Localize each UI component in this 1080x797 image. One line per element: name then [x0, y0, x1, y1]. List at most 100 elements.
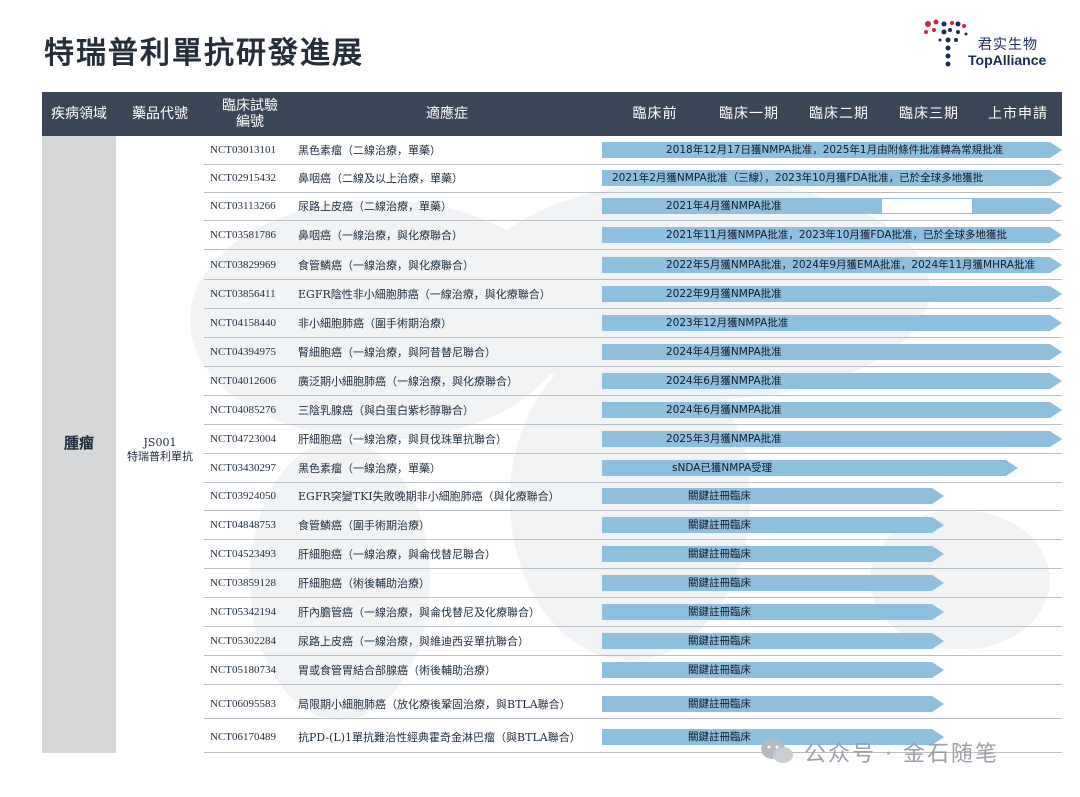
table-row: NCT03924050 EGFR突變TKI失敗晚期非小細胞肺癌（與化療聯合） 關鍵註… [204, 482, 1062, 511]
table-row: NCT05342194 肝內膽管癌（一線治療，與侖伐替尼及化療聯合） 關鍵註冊臨床 [204, 598, 1062, 627]
row-divider [204, 597, 1062, 598]
logo-cn-text: 君实生物 [978, 37, 1038, 53]
status-text: 2024年4月獲NMPA批准 [666, 346, 782, 358]
header-phase-3: 臨床三期 [899, 106, 959, 122]
status-text: 2025年3月獲NMPA批准 [666, 433, 782, 445]
disease-area-cell: 腫瘤 [42, 136, 116, 753]
indication: 三陰乳腺癌（與白蛋白紫杉醇聯合） [298, 404, 474, 417]
trial-number: NCT04394975 [210, 346, 276, 358]
progress-bar [602, 488, 944, 504]
progress-bar [602, 517, 944, 533]
status-text: 關鍵註冊臨床 [688, 490, 751, 502]
bar-gap [882, 199, 972, 213]
status-text: 2021年4月獲NMPA批准 [666, 200, 782, 212]
table-header: 疾病領域 藥品代號 臨床試驗 編號 適應症 臨床前 臨床一期 臨床二期 臨床三期… [42, 92, 1062, 136]
indication: 局限期小細胞肺癌（放化療後鞏固治療，與BTLA聯合） [298, 698, 571, 711]
indication: EGFR陰性非小細胞肺癌（一線治療，與化療聯合） [298, 288, 551, 301]
row-divider [204, 337, 1062, 338]
table-row: NCT04158440 非小細胞肺癌（圍手術期治療） 2023年12月獲NMPA批准 [204, 309, 1062, 338]
status-text: 關鍵註冊臨床 [688, 606, 751, 618]
indication: 食管鱗癌（一線治療，與化療聯合） [298, 259, 474, 272]
table-row: NCT02915432 鼻咽癌（二線及以上治療，單藥） 2021年2月獲NMPA批准… [204, 164, 1062, 193]
indication: 食管鱗癌（圍手術期治療） [298, 519, 430, 532]
progress-bar [602, 344, 1062, 360]
progress-bar [602, 373, 1062, 389]
header-area: 疾病領域 [51, 106, 107, 122]
status-text: 2024年6月獲NMPA批准 [666, 375, 782, 387]
progress-bar [602, 257, 1062, 273]
header-trial: 臨床試驗 編號 [204, 92, 296, 136]
table-row: NCT04848753 食管鱗癌（圍手術期治療） 關鍵註冊臨床 [204, 511, 1062, 540]
status-text: 關鍵註冊臨床 [688, 731, 751, 743]
trial-number: NCT06095583 [210, 698, 276, 710]
trial-number: NCT06170489 [210, 731, 276, 743]
table-row: NCT06095583 局限期小細胞肺癌（放化療後鞏固治療，與BTLA聯合） 關鍵註… [204, 690, 1062, 719]
row-divider [204, 395, 1062, 396]
row-divider [204, 424, 1062, 425]
status-text: 2024年6月獲NMPA批准 [666, 404, 782, 416]
status-text: 關鍵註冊臨床 [688, 635, 751, 647]
progress-bar [602, 402, 1062, 418]
trial-number: NCT03829969 [210, 259, 276, 271]
trial-number: NCT03859128 [210, 577, 276, 589]
indication: 肝細胞癌（一線治療，與貝伐珠單抗聯合） [298, 433, 507, 446]
row-divider [204, 249, 1062, 250]
header-phase-filing: 上市申請 [988, 106, 1048, 122]
row-divider [204, 308, 1062, 309]
drug-cell: JS001 特瑞普利單抗 [116, 436, 204, 464]
row-divider [204, 453, 1062, 454]
row-divider [204, 482, 1062, 483]
wechat-icon [761, 739, 793, 763]
row-divider [204, 718, 1062, 719]
progress-bar [602, 315, 1062, 331]
header-phase-preclinical: 臨床前 [632, 106, 678, 122]
trial-number: NCT03581786 [210, 229, 276, 241]
table-row: NCT04394975 腎細胞癌（一線治療，與阿昔替尼聯合） 2024年4月獲NMP… [204, 338, 1062, 367]
progress-bar [602, 729, 944, 745]
status-text: 2021年2月獲NMPA批准（三線），2023年10月獲FDA批准，已於全球多地… [612, 172, 984, 184]
trial-number: NCT04085276 [210, 404, 276, 416]
indication: 非小細胞肺癌（圍手術期治療） [298, 317, 452, 330]
drug-code: JS001 [143, 436, 177, 449]
indication: 肝細胞癌（術後輔助治療） [298, 577, 430, 590]
progress-bar [602, 662, 944, 678]
row-divider [204, 510, 1062, 511]
header-code: 藥品代號 [132, 106, 188, 122]
progress-bar [602, 431, 1062, 447]
header-trial-line1: 臨床試驗 [222, 98, 278, 114]
trial-number: NCT05302284 [210, 635, 276, 647]
table-row: NCT05180734 胃或食管胃結合部腺癌（術後輔助治療） 關鍵註冊臨床 [204, 656, 1062, 685]
trial-number: NCT04012606 [210, 375, 276, 387]
table-row: NCT05302284 尿路上皮癌（一線治療，與維迪西妥單抗聯合） 關鍵註冊臨床 [204, 627, 1062, 656]
trial-number: NCT03430297 [210, 462, 276, 474]
trial-number: NCT03113266 [210, 200, 276, 212]
progress-bar [602, 696, 944, 712]
trial-number: NCT05180734 [210, 664, 276, 676]
row-divider [204, 192, 1062, 193]
row-divider [204, 626, 1062, 627]
indication: 廣泛期小細胞肺癌（一線治療，與化療聯合） [298, 375, 518, 388]
status-text: 2023年12月獲NMPA批准 [666, 317, 789, 329]
progress-bar [602, 546, 944, 562]
indication: 尿路上皮癌（二線治療，單藥） [298, 200, 452, 213]
table-row: NCT03829969 食管鱗癌（一線治療，與化療聯合） 2022年5月獲NMPA批… [204, 251, 1062, 280]
watermark-text: 公众号 · 金石随笔 [804, 742, 999, 767]
trial-number: NCT04523493 [210, 548, 276, 560]
indication: 黑色素瘤（二線治療，單藥） [298, 144, 441, 157]
status-text: 2021年11月獲NMPA批准，2023年10月獲FDA批准，已於全球多地獲批 [666, 229, 1008, 241]
header-indication: 適應症 [426, 106, 468, 122]
table-row: NCT04012606 廣泛期小細胞肺癌（一線治療，與化療聯合） 2024年6月獲N… [204, 367, 1062, 396]
indication: 尿路上皮癌（一線治療，與維迪西妥單抗聯合） [298, 635, 529, 648]
row-divider [204, 220, 1062, 221]
header-trial-line2: 編號 [236, 114, 264, 130]
indication: 胃或食管胃結合部腺癌（術後輔助治療） [298, 664, 496, 677]
watermark: 公众号 · 金石随笔 [760, 736, 999, 768]
trial-number: NCT03924050 [210, 490, 276, 502]
indication: 抗PD-(L)1單抗難治性經典霍奇金淋巴瘤（與BTLA聯合） [298, 731, 581, 744]
trial-number: NCT04723004 [210, 433, 276, 445]
trial-number: NCT03856411 [210, 288, 276, 300]
row-divider [204, 366, 1062, 367]
trial-number: NCT02915432 [210, 172, 276, 184]
row-divider [204, 539, 1062, 540]
status-text: 關鍵註冊臨床 [688, 519, 751, 531]
